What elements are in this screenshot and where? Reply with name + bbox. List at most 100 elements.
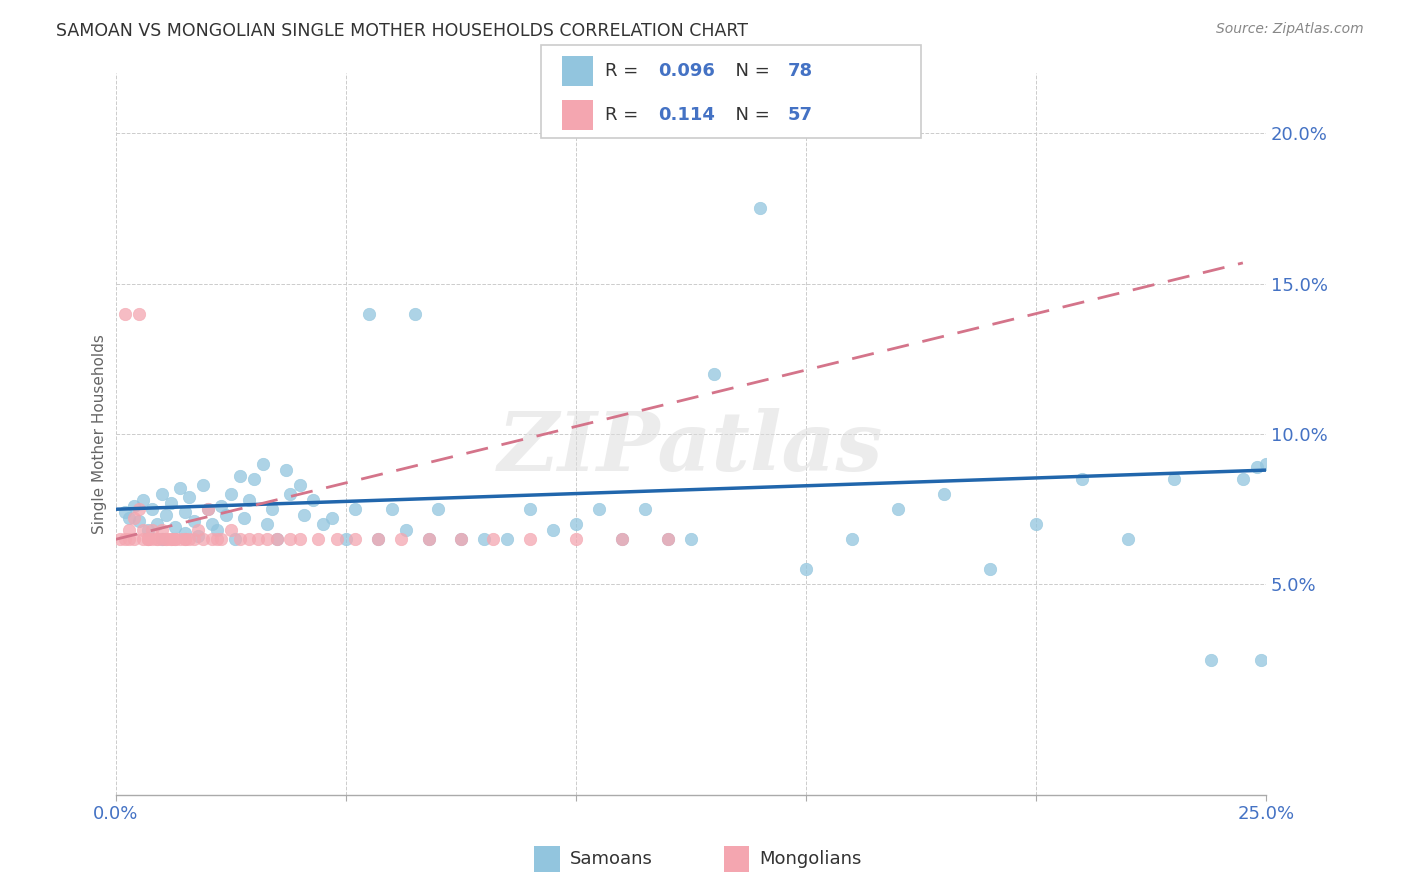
Point xyxy=(343,533,366,547)
Point xyxy=(426,502,449,516)
Point xyxy=(173,533,195,547)
Point xyxy=(1025,517,1047,532)
Point xyxy=(110,533,132,547)
Point xyxy=(136,524,159,538)
Point xyxy=(657,533,679,547)
Point xyxy=(634,502,657,516)
Point xyxy=(242,472,264,486)
Point xyxy=(160,533,183,547)
Point xyxy=(887,502,910,516)
Point xyxy=(173,533,195,547)
Point xyxy=(418,533,440,547)
Point xyxy=(114,505,136,519)
Point xyxy=(205,533,228,547)
Point xyxy=(367,533,389,547)
Point xyxy=(132,533,155,547)
Point xyxy=(136,533,159,547)
Point xyxy=(141,502,163,516)
Point xyxy=(794,562,817,576)
Point xyxy=(191,478,214,492)
Point xyxy=(187,529,209,543)
Point xyxy=(160,533,183,547)
Text: Samoans: Samoans xyxy=(569,850,652,868)
Point xyxy=(150,533,173,547)
Point xyxy=(389,533,412,547)
Point xyxy=(280,533,302,547)
Point xyxy=(201,533,224,547)
Point xyxy=(394,524,416,538)
Text: 57: 57 xyxy=(787,106,813,124)
Point xyxy=(128,514,150,528)
Point xyxy=(256,533,278,547)
Point xyxy=(205,524,228,538)
Text: N =: N = xyxy=(724,106,776,124)
Point xyxy=(679,533,702,547)
Point xyxy=(183,533,205,547)
Point xyxy=(541,524,564,538)
Point xyxy=(169,533,191,547)
Point xyxy=(233,511,256,525)
Point xyxy=(165,533,187,547)
Point xyxy=(404,307,426,321)
Text: R =: R = xyxy=(605,62,644,79)
Point xyxy=(588,502,610,516)
Text: 0.114: 0.114 xyxy=(658,106,714,124)
Point xyxy=(118,524,141,538)
Point xyxy=(165,520,187,534)
Point xyxy=(179,490,201,504)
Point xyxy=(932,487,955,501)
Point xyxy=(173,505,195,519)
Point xyxy=(266,533,288,547)
Point xyxy=(657,533,679,547)
Point xyxy=(1116,533,1139,547)
Point xyxy=(841,533,863,547)
Point xyxy=(191,533,214,547)
Point xyxy=(252,457,274,471)
Point xyxy=(229,469,252,483)
Point xyxy=(173,526,195,541)
Point xyxy=(238,533,260,547)
Point xyxy=(335,533,357,547)
Point xyxy=(610,533,633,547)
Point xyxy=(288,533,311,547)
Point xyxy=(748,202,770,216)
Point xyxy=(280,487,302,501)
Text: R =: R = xyxy=(605,106,644,124)
Point xyxy=(141,524,163,538)
Point xyxy=(288,478,311,492)
Point xyxy=(201,517,224,532)
Point xyxy=(367,533,389,547)
Point xyxy=(262,502,284,516)
Point xyxy=(256,517,278,532)
Point xyxy=(247,533,270,547)
Point xyxy=(118,511,141,525)
Point xyxy=(1246,460,1268,475)
Point xyxy=(136,533,159,547)
Text: Source: ZipAtlas.com: Source: ZipAtlas.com xyxy=(1216,22,1364,37)
Point xyxy=(155,533,177,547)
Point xyxy=(160,496,183,510)
Point xyxy=(229,533,252,547)
Point xyxy=(224,533,246,547)
Point xyxy=(312,517,335,532)
Point xyxy=(132,493,155,508)
Point xyxy=(979,562,1001,576)
Point xyxy=(146,533,169,547)
Point xyxy=(1070,472,1092,486)
Point xyxy=(266,533,288,547)
Point xyxy=(146,533,169,547)
Point xyxy=(150,533,173,547)
Point xyxy=(169,481,191,495)
Point xyxy=(450,533,472,547)
Point xyxy=(610,533,633,547)
Point xyxy=(215,508,238,523)
Text: N =: N = xyxy=(724,62,776,79)
Point xyxy=(118,533,141,547)
Point xyxy=(155,533,177,547)
Point xyxy=(150,524,173,538)
Point xyxy=(114,533,136,547)
Point xyxy=(219,487,242,501)
Point xyxy=(128,307,150,321)
Point xyxy=(211,500,233,514)
Point xyxy=(1232,472,1254,486)
